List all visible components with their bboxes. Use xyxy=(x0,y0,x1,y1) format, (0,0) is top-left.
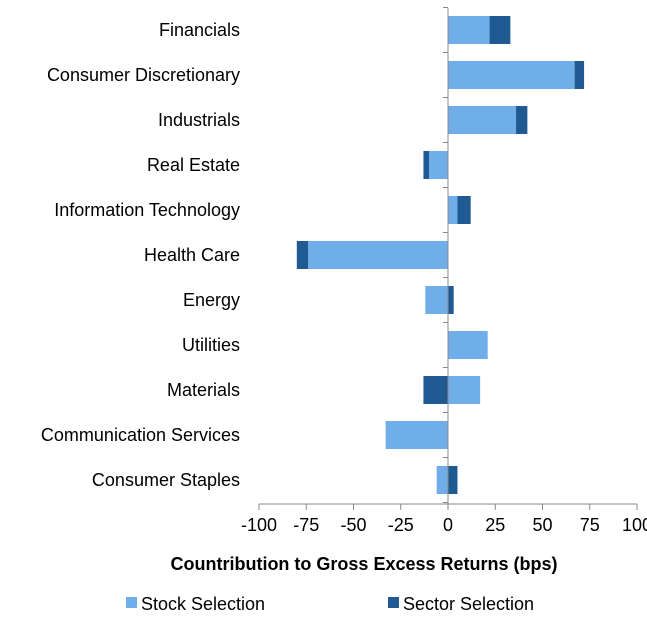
category-label: Real Estate xyxy=(147,155,240,175)
legend-item-sector-selection: Sector Selection xyxy=(388,594,534,614)
axes-layer xyxy=(258,7,638,510)
bar-sector-information-technology xyxy=(457,196,471,224)
x-tick-label: -25 xyxy=(388,515,414,535)
category-label: Communication Services xyxy=(41,425,240,445)
legend-label: Sector Selection xyxy=(403,594,534,614)
category-label: Utilities xyxy=(182,335,240,355)
category-label: Information Technology xyxy=(54,200,240,220)
category-label: Industrials xyxy=(158,110,240,130)
bar-stock-financials xyxy=(448,16,490,44)
category-label: Health Care xyxy=(144,245,240,265)
category-label: Energy xyxy=(183,290,240,310)
bar-sector-industrials xyxy=(516,106,528,134)
bar-stock-utilities xyxy=(448,331,488,359)
bar-sector-real-estate xyxy=(423,151,430,179)
category-label: Materials xyxy=(167,380,240,400)
x-tick-label: 75 xyxy=(580,515,600,535)
x-axis-title: Countribution to Gross Excess Returns (b… xyxy=(170,554,557,574)
bar-sector-materials xyxy=(423,376,448,404)
bar-stock-health-care xyxy=(308,241,448,269)
bar-sector-financials xyxy=(489,16,511,44)
bar-sector-consumer-staples xyxy=(448,466,458,494)
x-tick-label: -50 xyxy=(340,515,366,535)
bar-sector-energy xyxy=(448,286,454,314)
bar-sector-consumer-discretionary xyxy=(574,61,585,89)
bar-stock-real-estate xyxy=(429,151,448,179)
x-tick-label: -100 xyxy=(241,515,277,535)
legend-swatch xyxy=(388,597,399,608)
bar-stock-materials xyxy=(448,376,481,404)
legend-item-stock-selection: Stock Selection xyxy=(126,594,265,614)
labels-layer: Financials Consumer Discretionary Industri… xyxy=(41,20,647,535)
bars-layer xyxy=(296,16,585,494)
x-tick-label: 0 xyxy=(443,515,453,535)
bar-stock-communication-services xyxy=(385,421,448,449)
bar-stock-consumer-discretionary xyxy=(448,61,575,89)
x-tick-label: 25 xyxy=(485,515,505,535)
category-label: Financials xyxy=(159,20,240,40)
bar-sector-health-care xyxy=(296,241,309,269)
x-tick-label: -75 xyxy=(293,515,319,535)
bar-stock-industrials xyxy=(448,106,517,134)
bar-stock-energy xyxy=(425,286,448,314)
x-tick-label: 100 xyxy=(622,515,647,535)
legend-swatch xyxy=(126,597,137,608)
bar-stock-information-technology xyxy=(448,196,458,224)
category-label: Consumer Discretionary xyxy=(47,65,240,85)
x-tick-label: 50 xyxy=(532,515,552,535)
bar-stock-consumer-staples xyxy=(436,466,448,494)
category-label: Consumer Staples xyxy=(92,470,240,490)
legend-label: Stock Selection xyxy=(141,594,265,614)
legend: Stock Selection Sector Selection xyxy=(126,594,534,614)
